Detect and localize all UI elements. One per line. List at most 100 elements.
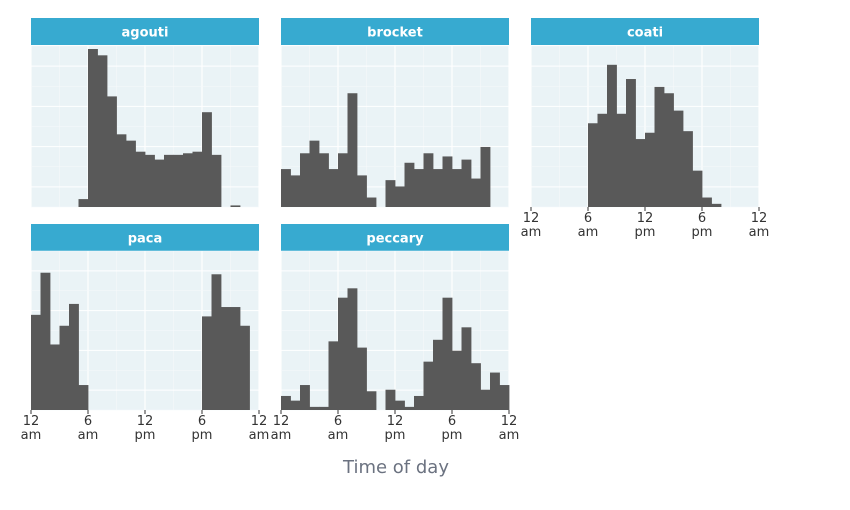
histogram-bar: [145, 154, 155, 207]
histogram-bar: [357, 347, 367, 410]
histogram-bar: [461, 327, 472, 410]
facet-title: coati: [627, 26, 663, 41]
facet-title: brocket: [367, 26, 423, 41]
histogram-bar: [240, 325, 250, 410]
histogram-bar: [395, 186, 405, 207]
histogram-bar: [97, 55, 108, 207]
facet-strip: [281, 224, 509, 251]
x-tick-label: 12: [137, 414, 154, 429]
x-axes: 12am6am12pm6pm12am12am6am12pm6pm12am12am…: [21, 207, 770, 443]
x-tick-label: 6: [448, 414, 456, 429]
histogram-bar: [607, 64, 617, 207]
histogram-bar: [673, 110, 684, 207]
histogram-bar: [319, 406, 329, 410]
histogram-bar: [126, 140, 136, 207]
histogram-bar: [404, 406, 415, 410]
histogram-bar: [480, 146, 491, 207]
histogram-bar: [290, 175, 301, 207]
x-tick-label: 6: [198, 414, 206, 429]
histogram-bar: [499, 385, 510, 410]
facet-strip: [531, 18, 759, 45]
x-tick-sublabel: pm: [635, 225, 656, 240]
histogram-bar: [78, 199, 89, 207]
x-tick-sublabel: am: [578, 225, 599, 240]
x-tick-sublabel: am: [328, 428, 349, 443]
x-tick-sublabel: am: [249, 428, 270, 443]
histogram-bar: [385, 180, 396, 207]
histogram-bar: [616, 113, 627, 207]
histogram-bar: [319, 153, 329, 207]
facet-strip: [281, 18, 509, 45]
histogram-bar: [357, 175, 367, 207]
histogram-bar: [116, 134, 127, 207]
histogram-bar: [692, 170, 703, 207]
histogram-bar: [635, 139, 646, 207]
histogram-bar: [480, 389, 491, 410]
x-tick-label: 6: [84, 414, 92, 429]
histogram-bar: [328, 341, 339, 410]
histogram-bar: [442, 297, 453, 410]
histogram-bar: [395, 400, 405, 410]
x-tick-sublabel: pm: [692, 225, 713, 240]
histogram-bar: [300, 385, 310, 410]
x-axis-title: Time of day: [342, 457, 449, 478]
histogram-bar: [711, 203, 722, 207]
histogram-bar: [69, 303, 79, 410]
histogram-bar: [154, 159, 165, 207]
x-tick-label: 12: [387, 414, 404, 429]
histogram-bar: [173, 154, 184, 207]
histogram-bar: [414, 169, 424, 207]
histogram-bar: [338, 153, 348, 207]
facet-strip: [31, 18, 259, 45]
histogram-bar: [414, 395, 424, 410]
x-tick-label: 12: [273, 414, 290, 429]
x-tick-label: 12: [751, 211, 768, 226]
x-tick-sublabel: pm: [135, 428, 156, 443]
bars: [281, 93, 491, 207]
histogram-bar: [452, 350, 462, 410]
histogram-bar: [40, 272, 51, 410]
histogram-bar: [88, 49, 98, 207]
bars: [31, 272, 250, 410]
histogram-bar: [588, 123, 598, 207]
histogram-bar: [442, 156, 453, 207]
histogram-bar: [423, 361, 434, 410]
histogram-bar: [597, 113, 608, 207]
x-tick-label: 6: [334, 414, 342, 429]
histogram-bar: [202, 316, 212, 410]
histogram-bar: [645, 132, 655, 207]
facet-title: paca: [128, 232, 163, 247]
histogram-bar: [338, 297, 348, 410]
histogram-bar: [490, 372, 500, 410]
x-tick-label: 12: [23, 414, 40, 429]
histogram-bar: [202, 112, 212, 207]
x-tick-sublabel: am: [749, 225, 770, 240]
histogram-bar: [59, 325, 70, 410]
x-tick-label: 6: [584, 211, 592, 226]
x-tick-sublabel: am: [21, 428, 42, 443]
histogram-bar: [347, 93, 358, 207]
x-tick-label: 12: [637, 211, 654, 226]
facet-agouti: agouti: [30, 18, 260, 208]
x-tick-label: 12: [501, 414, 518, 429]
facet-title: agouti: [122, 26, 169, 41]
facet-paca: paca: [30, 224, 260, 411]
histogram-bar: [309, 140, 320, 207]
x-tick-label: 6: [698, 211, 706, 226]
bars: [588, 64, 722, 207]
histogram-bar: [366, 391, 377, 410]
histogram-bar: [366, 197, 377, 207]
x-tick-label: 12: [523, 211, 540, 226]
histogram-bar: [230, 205, 241, 207]
histogram-bar: [183, 153, 193, 207]
histogram-bar: [135, 151, 146, 207]
histogram-bar: [461, 159, 472, 207]
histogram-bar: [654, 86, 665, 207]
facet-brocket: brocket: [280, 18, 510, 208]
histogram-bar: [452, 169, 462, 207]
histogram-bar: [107, 96, 117, 207]
histogram-bar: [211, 154, 222, 207]
